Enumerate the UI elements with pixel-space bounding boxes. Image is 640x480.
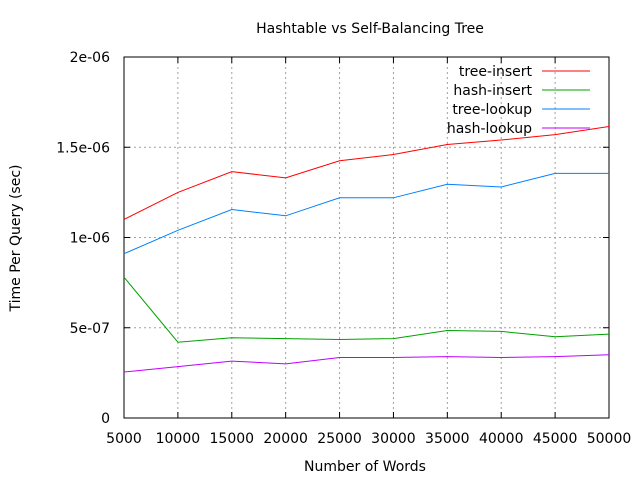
chart-title: Hashtable vs Self-Balancing Tree	[256, 21, 484, 37]
x-tick-label: 50000	[587, 431, 632, 447]
series-lines	[123, 126, 610, 373]
x-tick-label: 20000	[263, 431, 308, 447]
x-tick-label: 45000	[533, 431, 578, 447]
legend-label-tree-insert: tree-insert	[459, 64, 533, 80]
x-tick-label: 5000	[106, 431, 142, 447]
y-tick-label: 2e-06	[70, 50, 110, 66]
series-line-tree-insert	[123, 126, 610, 220]
x-tick-label: 40000	[479, 431, 524, 447]
legend-label-hash-lookup: hash-lookup	[447, 121, 532, 137]
x-tick-label: 15000	[210, 431, 255, 447]
axis-ticks: 5000 10000 15000 20000 25000 30000 35000 40000 4…	[56, 50, 631, 447]
y-tick-label: 5e-07	[70, 321, 110, 337]
y-axis-label: Time Per Query (sec)	[8, 165, 24, 313]
x-tick-label: 30000	[371, 431, 416, 447]
y-tick-label: 1.5e-06	[56, 140, 110, 156]
series-line-tree-lookup	[123, 172, 609, 255]
y-tick-label: 0	[101, 411, 110, 427]
legend-label-tree-lookup: tree-lookup	[452, 102, 532, 118]
x-tick-label: 35000	[425, 431, 470, 447]
y-tick-label: 1e-06	[70, 231, 110, 247]
series-line-hash-insert	[123, 276, 610, 343]
x-tick-label: 10000	[156, 431, 201, 447]
legend-label-hash-insert: hash-insert	[453, 83, 532, 99]
legend: tree-insert hash-insert tree-lookup hash-lo…	[447, 64, 590, 137]
x-axis-label: Number of Words	[304, 459, 426, 475]
series-line-hash-lookup	[123, 354, 610, 373]
x-tick-label: 25000	[317, 431, 362, 447]
